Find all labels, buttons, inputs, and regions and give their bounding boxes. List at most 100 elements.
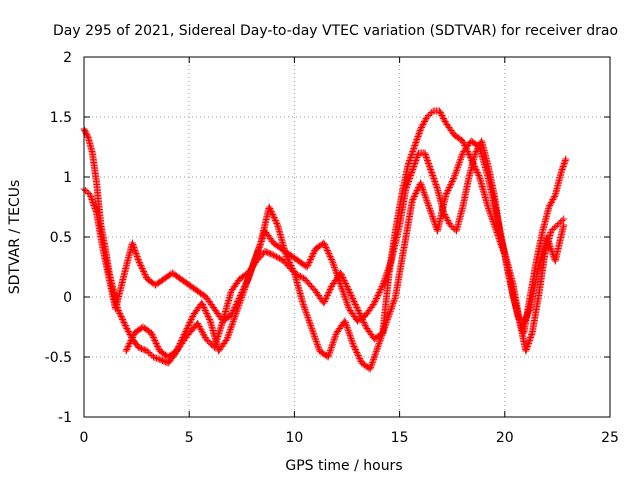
track-c-interp-point	[123, 344, 131, 352]
track-b-interp-point	[369, 301, 377, 308]
track-c-interp-point	[229, 317, 237, 325]
track-c-interp-point	[351, 346, 359, 353]
track-c-interp-point	[267, 208, 275, 215]
track-c-interp-point	[246, 269, 254, 277]
track-c-interp-point	[175, 343, 183, 350]
track-a-interp-point	[408, 149, 416, 157]
track-a-interp-point	[327, 284, 335, 292]
x-tick-label: 25	[601, 430, 619, 446]
track-c-interp-point	[173, 346, 181, 353]
track-a-point	[410, 143, 418, 151]
track-a-interp-point	[486, 209, 494, 217]
track-c-interp-point	[203, 310, 211, 317]
track-b-point	[446, 221, 454, 229]
track-a-interp-point	[275, 254, 283, 262]
track-b-point	[303, 263, 311, 271]
x-tick-label: 0	[80, 430, 89, 446]
track-c-interp-point	[231, 313, 239, 321]
track-c-interp-point	[256, 242, 264, 250]
track-c-interp-point	[427, 208, 435, 216]
track-c-interp-point	[411, 191, 419, 199]
track-b-point	[427, 167, 435, 175]
track-c-interp-point	[349, 339, 357, 347]
track-a-interp-point	[439, 113, 447, 121]
track-c-interp-point	[418, 184, 426, 192]
track-b-interp-point	[410, 161, 418, 169]
track-b-interp-point	[141, 271, 149, 278]
track-a-interp-point	[361, 320, 369, 328]
track-c-interp-point	[382, 319, 390, 327]
track-b-interp-point	[402, 184, 410, 191]
track-b-interp-point	[309, 251, 317, 259]
track-a-interp-point	[560, 160, 568, 167]
track-a-interp-point	[465, 151, 473, 158]
track-b-interp-point	[525, 338, 533, 346]
track-a-interp-point	[428, 109, 436, 116]
track-b-interp-point	[343, 300, 351, 308]
track-c-interp-point	[182, 328, 190, 335]
track-b-interp-point	[132, 248, 140, 256]
track-b-interp-point	[88, 197, 96, 205]
track-b-interp-point	[138, 265, 146, 272]
track-c-interp-point	[376, 336, 384, 344]
track-c-interp-point	[123, 346, 131, 353]
track-b-interp-point	[377, 286, 385, 293]
track-c-interp-point	[352, 347, 360, 355]
track-b-interp-point	[91, 205, 99, 212]
track-c-interp-point	[543, 235, 551, 243]
track-b-interp-point	[381, 275, 389, 283]
track-c-interp-point	[232, 309, 240, 317]
track-c-interp-point	[272, 218, 280, 226]
track-b-point	[328, 257, 336, 265]
track-b-interp-point	[89, 199, 97, 206]
track-c-interp-point	[386, 307, 394, 315]
track-c-interp-point	[344, 325, 352, 333]
y-axis-label: SDTVAR / TECUs	[7, 180, 23, 295]
track-b-interp-point	[325, 250, 333, 257]
track-c-interp-point	[199, 302, 207, 310]
track-c-interp-point	[287, 262, 295, 269]
track-c-interp-point	[206, 316, 214, 323]
track-a-interp-point	[121, 320, 129, 328]
track-b-interp-point	[342, 295, 350, 303]
track-c-interp-point	[371, 351, 379, 359]
track-b-interp-point	[406, 173, 414, 181]
track-c-interp-point	[453, 165, 461, 173]
track-a-interp-point	[561, 157, 569, 164]
track-b-interp-point	[433, 184, 441, 191]
track-a-interp-point	[350, 298, 358, 305]
track-c-interp-point	[202, 308, 210, 316]
track-b-interp-point	[422, 154, 430, 161]
track-a-interp-point	[487, 211, 495, 219]
track-b-interp-point	[307, 256, 315, 263]
track-b-interp-point	[323, 247, 331, 254]
track-c-point	[223, 335, 231, 343]
track-c-interp-point	[370, 355, 378, 363]
track-b-interp-point	[557, 218, 565, 226]
track-c-point	[417, 179, 425, 187]
track-c-interp-point	[299, 301, 307, 309]
track-c-interp-point	[409, 196, 417, 203]
track-b-interp-point	[409, 166, 417, 173]
track-c-interp-point	[315, 344, 323, 352]
track-b-interp-point	[329, 259, 337, 267]
track-a-interp-point	[120, 319, 128, 326]
track-c-interp-point	[379, 328, 387, 336]
track-c-interp-point	[445, 185, 453, 193]
track-b-interp-point	[333, 270, 341, 278]
track-c-interp-point	[428, 213, 436, 221]
track-b-interp-point	[427, 166, 435, 173]
track-c-interp-point	[271, 215, 279, 223]
track-c-interp-point	[302, 309, 310, 317]
track-a-interp-point	[560, 161, 568, 169]
track-c-interp-point	[268, 209, 276, 217]
track-c-point	[173, 347, 181, 355]
track-c-interp-point	[127, 337, 135, 344]
track-b-interp-point	[138, 263, 146, 271]
track-c-interp-point	[418, 182, 426, 190]
track-c-interp-point	[153, 341, 161, 349]
track-c-interp-point	[185, 320, 193, 328]
track-c-interp-point	[351, 344, 359, 352]
track-c-interp-point	[454, 162, 462, 170]
track-c-point	[543, 233, 551, 241]
